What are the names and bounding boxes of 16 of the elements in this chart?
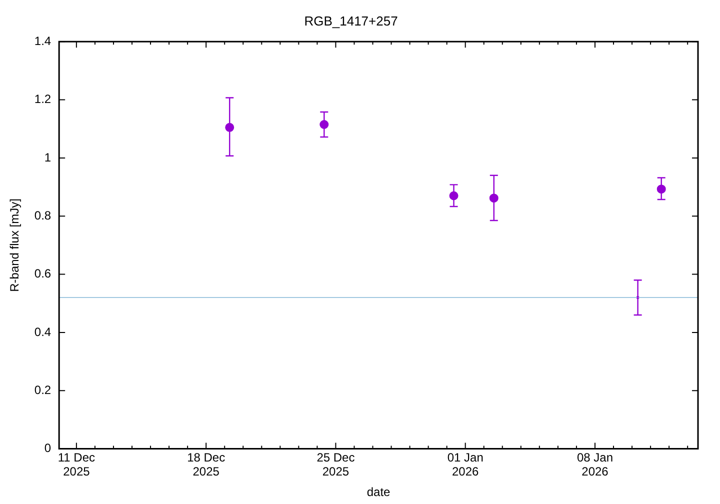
x-tick-label: 01 Jan 2026: [447, 450, 484, 479]
x-axis-title: date: [366, 485, 391, 500]
y-tick-label: 0.2: [34, 382, 52, 397]
chart-title: RGB_1417+257: [304, 13, 398, 28]
y-tick-label: 1.4: [34, 34, 52, 48]
x-tick-label: 18 Dec 2025: [187, 450, 226, 479]
y-tick-label: 0.4: [34, 324, 52, 339]
y-tick-label: 0: [44, 441, 52, 456]
x-tick-label: 25 Dec 2025: [316, 450, 355, 479]
y-tick-label: 1: [44, 150, 52, 164]
y-tick-label: 1.2: [34, 92, 52, 106]
x-tick-label: 11 Dec 2025: [58, 450, 96, 479]
y-tick-label: 0.8: [34, 208, 52, 222]
y-axis-title: R-band flux [mJy]: [8, 198, 22, 292]
x-tick-label: 08 Jan 2026: [576, 450, 613, 479]
y-tick-label: 0.6: [34, 266, 52, 281]
